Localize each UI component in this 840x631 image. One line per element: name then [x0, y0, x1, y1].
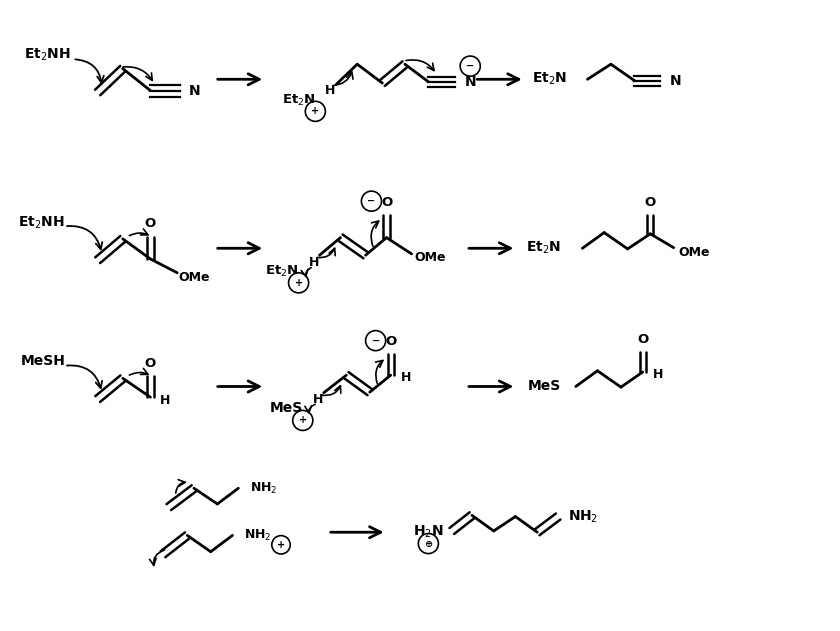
- Text: NH$_2$: NH$_2$: [244, 528, 271, 543]
- Text: H: H: [653, 368, 663, 381]
- Text: OMe: OMe: [679, 245, 711, 259]
- Text: MeSH: MeSH: [21, 355, 66, 369]
- Text: N: N: [465, 75, 476, 89]
- Text: H: H: [401, 371, 411, 384]
- Text: H: H: [160, 394, 171, 407]
- Text: MeS: MeS: [528, 379, 560, 394]
- Text: Et$_2$NH: Et$_2$NH: [18, 215, 65, 231]
- Text: O: O: [637, 333, 648, 346]
- Text: Et$_2$N: Et$_2$N: [265, 264, 299, 279]
- Text: H$_2$N: H$_2$N: [413, 524, 444, 540]
- Text: MeS: MeS: [270, 401, 302, 415]
- Text: OMe: OMe: [414, 251, 446, 264]
- Text: +: +: [299, 415, 307, 425]
- Text: +: +: [277, 540, 285, 550]
- Text: O: O: [385, 336, 396, 348]
- Text: −: −: [371, 336, 380, 346]
- Text: Et$_2$NH: Et$_2$NH: [24, 47, 71, 63]
- Text: +: +: [312, 107, 319, 116]
- Text: N: N: [669, 74, 681, 88]
- Text: OMe: OMe: [178, 271, 210, 285]
- Text: Et$_2$N: Et$_2$N: [533, 71, 567, 88]
- Text: ⊕: ⊕: [424, 538, 433, 548]
- Text: O: O: [144, 357, 156, 370]
- Text: Et$_2$N: Et$_2$N: [281, 93, 316, 107]
- Text: Et$_2$N: Et$_2$N: [527, 240, 561, 256]
- Text: H: H: [312, 393, 323, 406]
- Text: −: −: [367, 196, 375, 206]
- Text: NH$_2$: NH$_2$: [249, 481, 277, 496]
- Text: O: O: [144, 216, 156, 230]
- Text: −: −: [466, 61, 475, 71]
- Text: H: H: [308, 256, 319, 269]
- Text: H: H: [325, 84, 336, 97]
- Text: N: N: [189, 83, 201, 98]
- Text: NH$_2$: NH$_2$: [568, 509, 598, 525]
- Text: +: +: [295, 278, 302, 288]
- Text: O: O: [381, 196, 392, 209]
- Text: O: O: [644, 196, 656, 209]
